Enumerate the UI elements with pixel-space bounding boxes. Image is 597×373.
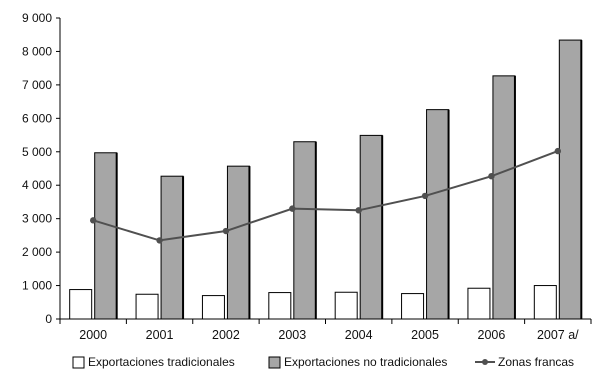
bar-no-tradicionales-2004: [359, 134, 383, 320]
bar-tradicionales-2000: [69, 289, 93, 320]
x-tick-label-2001: 2001: [146, 328, 174, 342]
point-zonas-francas-2007-a: [554, 147, 562, 155]
bars-exportaciones-no-tradicionales: [94, 39, 583, 320]
legend-swatch-marker-zonas-francas: [482, 359, 488, 365]
x-tick-label-2005: 2005: [411, 328, 439, 342]
legend-swatch-no-tradicionales: [268, 356, 281, 369]
y-tick-label-6000: 6 000: [22, 111, 52, 125]
legend-label-tradicionales: Exportaciones tradicionales: [88, 355, 235, 369]
y-tick-label-9000: 9 000: [22, 11, 52, 25]
bar-tradicionales-2004: [334, 291, 358, 320]
legend-swatch-tradicionales: [72, 356, 85, 369]
bar-no-tradicionales-2003: [293, 141, 317, 320]
y-tick-label-7000: 7 000: [22, 78, 52, 92]
x-tick-label-2007-a: 2007 a/: [537, 328, 579, 342]
legend-label-zonas-francas: Zonas francas: [498, 355, 574, 369]
line-zonas-francas: [89, 147, 562, 244]
legend: Exportaciones tradicionales Exportaciones…: [72, 355, 574, 369]
bar-tradicionales-2006: [467, 287, 491, 320]
bar-no-tradicionales-2006: [492, 75, 516, 320]
x-tick-label-2000: 2000: [79, 328, 107, 342]
legend-label-no-tradicionales: Exportaciones no tradicionales: [284, 355, 447, 369]
bar-no-tradicionales-2005: [426, 109, 450, 320]
bar-no-tradicionales-2001: [160, 175, 184, 320]
bar-no-tradicionales-2000: [94, 152, 118, 320]
point-zonas-francas-2000: [89, 217, 97, 224]
y-axis-ticks: 0 1 000 2 000 3 000 4 000 5 000 6 000 7 000 8 00…: [22, 11, 60, 326]
bar-tradicionales-2003: [268, 292, 292, 320]
y-tick-label-8000: 8 000: [22, 44, 52, 58]
y-tick-label-1000: 1 000: [22, 279, 52, 293]
point-zonas-francas-2004: [355, 207, 362, 214]
y-tick-label-3000: 3 000: [22, 212, 52, 226]
bar-tradicionales-2007-a: [533, 285, 557, 320]
bars-exportaciones-tradicionales: [69, 285, 557, 320]
point-zonas-francas-2006: [488, 172, 495, 180]
bar-tradicionales-2002: [201, 295, 225, 320]
bar-no-tradicionales-2002: [226, 165, 250, 320]
point-zonas-francas-2005: [421, 192, 429, 200]
x-tick-label-2002: 2002: [212, 328, 240, 342]
y-tick-label-0: 0: [45, 312, 52, 326]
y-tick-label-5000: 5 000: [22, 145, 52, 159]
point-zonas-francas-2001: [156, 237, 163, 244]
line-zonas-francas-path: [92, 150, 559, 242]
bar-tradicionales-2001: [135, 293, 159, 320]
bar-tradicionales-2005: [401, 293, 425, 320]
point-zonas-francas-2003: [289, 205, 296, 212]
y-tick-label-2000: 2 000: [22, 245, 52, 259]
x-tick-label-2004: 2004: [345, 328, 373, 342]
y-tick-label-4000: 4 000: [22, 178, 52, 192]
bar-no-tradicionales-2007-a: [558, 39, 582, 320]
x-axis-ticks: 2000 2001 2002 2003 2004 2005 2006 2007 a/: [59, 319, 592, 342]
x-tick-label-2003: 2003: [278, 328, 306, 342]
x-tick-label-2006: 2006: [478, 328, 506, 342]
point-zonas-francas-2002: [222, 227, 230, 235]
